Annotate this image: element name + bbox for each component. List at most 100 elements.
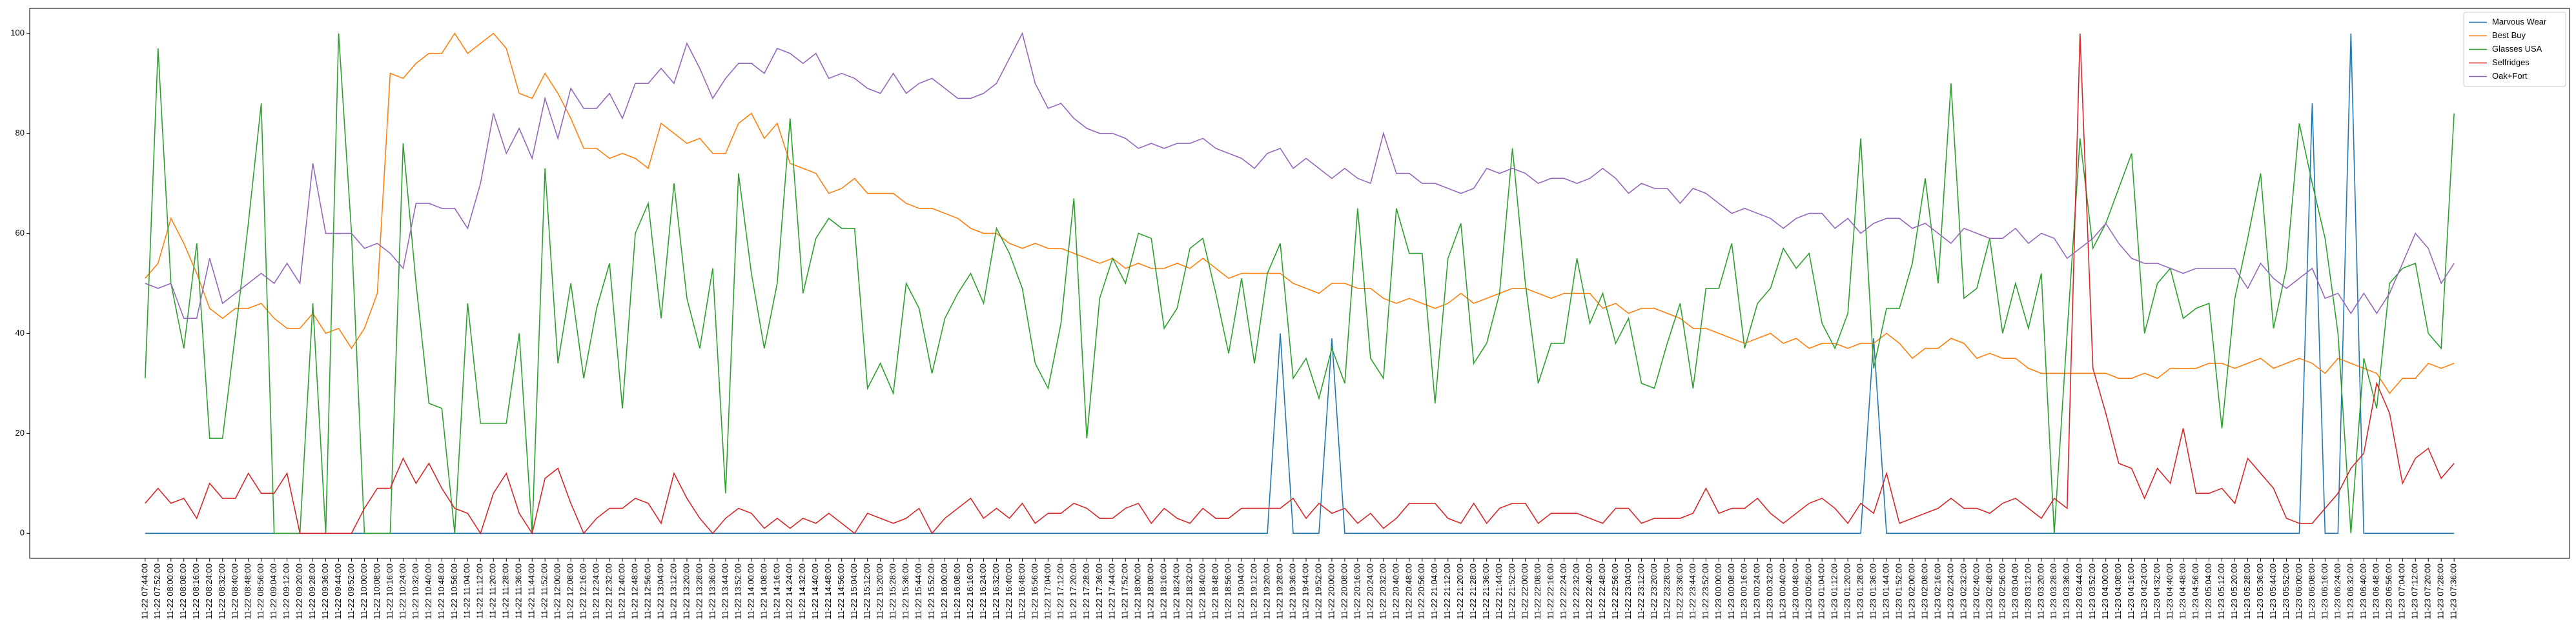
x-tick-label: 11-23 02:24:00 <box>1945 563 1955 620</box>
x-tick-label: 11-23 02:40:00 <box>1971 563 1981 620</box>
x-tick-label: 11-22 16:24:00 <box>978 563 988 620</box>
x-tick-label: 11-23 07:12:00 <box>2410 563 2420 620</box>
x-tick-label: 11-23 04:56:00 <box>2191 563 2200 620</box>
x-tick-label: 11-23 03:44:00 <box>2074 563 2084 620</box>
x-tick-label: 11-23 05:52:00 <box>2281 563 2291 620</box>
x-tick-label: 11-22 10:24:00 <box>398 563 407 620</box>
x-tick-label: 11-22 23:44:00 <box>1688 563 1697 620</box>
x-tick-label: 11-22 09:36:00 <box>320 563 330 620</box>
x-tick-label: 11-22 10:48:00 <box>436 563 446 620</box>
x-tick-label: 11-23 02:56:00 <box>1997 563 2007 620</box>
x-tick-label: 11-23 03:20:00 <box>2036 563 2045 620</box>
series-line <box>145 33 2455 534</box>
x-tick-label: 11-22 10:08:00 <box>372 563 382 620</box>
x-tick-label: 11-22 13:44:00 <box>720 563 730 620</box>
x-tick-label: 11-23 06:32:00 <box>2346 563 2355 620</box>
x-tick-label: 11-22 09:12:00 <box>281 563 291 620</box>
x-tick-label: 11-22 23:12:00 <box>1636 563 1646 620</box>
x-tick-label: 11-23 01:12:00 <box>1830 563 1839 620</box>
x-tick-label: 11-23 05:28:00 <box>2242 563 2252 620</box>
x-tick-label: 11-22 14:16:00 <box>772 563 781 620</box>
x-tick-label: 11-22 10:56:00 <box>449 563 459 620</box>
x-tick-label: 11-23 02:32:00 <box>1958 563 1968 620</box>
x-tick-label: 11-22 14:40:00 <box>810 563 820 620</box>
x-tick-label: 11-23 02:08:00 <box>1919 563 1929 620</box>
x-tick-label: 11-22 21:52:00 <box>1507 563 1517 620</box>
y-tick-label: 100 <box>10 28 25 37</box>
series-line <box>145 33 2455 535</box>
x-tick-label: 11-22 12:56:00 <box>642 563 652 620</box>
x-tick-label: 11-23 02:48:00 <box>1984 563 1994 620</box>
legend: Marvous Wear Best Buy Glasses USA Selfridge… <box>2463 12 2566 87</box>
x-tick-label: 11-22 07:44:00 <box>139 563 149 620</box>
x-tick-label: 11-22 23:52:00 <box>1701 563 1710 620</box>
x-tick-label: 11-22 22:32:00 <box>1571 563 1581 620</box>
x-tick-label: 11-22 15:44:00 <box>914 563 923 620</box>
y-tick-label: 20 <box>15 428 25 438</box>
x-tick-label: 11-22 08:32:00 <box>217 563 227 620</box>
x-tick-label: 11-22 17:04:00 <box>1043 563 1052 620</box>
x-tick-label: 11-22 14:24:00 <box>784 563 794 620</box>
x-tick-label: 11-22 08:40:00 <box>230 563 240 620</box>
x-tick-label: 11-22 08:00:00 <box>165 563 175 620</box>
x-tick-label: 11-22 18:08:00 <box>1146 563 1156 620</box>
x-tick-label: 11-22 10:40:00 <box>424 563 433 620</box>
x-tick-label: 11-22 17:20:00 <box>1068 563 1078 620</box>
x-tick-label: 11-22 12:24:00 <box>591 563 601 620</box>
x-tick-label: 11-22 19:20:00 <box>1262 563 1271 620</box>
x-tick-label: 11-22 09:44:00 <box>333 563 343 620</box>
x-tick-label: 11-23 02:00:00 <box>1906 563 1916 620</box>
x-tick-label: 11-23 04:32:00 <box>2152 563 2162 620</box>
x-tick-label: 11-22 23:04:00 <box>1623 563 1633 620</box>
x-tick-label: 11-22 15:28:00 <box>888 563 897 620</box>
x-tick-label: 11-22 21:20:00 <box>1455 563 1465 620</box>
x-tick-label: 11-23 03:12:00 <box>2023 563 2032 620</box>
x-tick-label: 11-22 22:24:00 <box>1559 563 1568 620</box>
x-tick-label: 11-22 14:08:00 <box>759 563 768 620</box>
x-tick-label: 11-22 09:52:00 <box>346 563 356 620</box>
x-tick-label: 11-23 01:20:00 <box>1843 563 1852 620</box>
x-tick-label: 11-23 04:16:00 <box>2126 563 2136 620</box>
x-tick-label: 11-22 20:08:00 <box>1339 563 1349 620</box>
x-tick-label: 11-22 08:24:00 <box>204 563 214 620</box>
x-tick-label: 11-23 00:24:00 <box>1752 563 1762 620</box>
x-tick-label: 11-22 20:16:00 <box>1352 563 1362 620</box>
x-tick-label: 11-22 10:32:00 <box>411 563 420 620</box>
x-tick-label: 11-22 09:28:00 <box>307 563 317 620</box>
x-tick-label: 11-22 16:40:00 <box>1004 563 1014 620</box>
x-tick-label: 11-23 05:20:00 <box>2229 563 2239 620</box>
x-tick-label: 11-22 16:56:00 <box>1030 563 1039 620</box>
legend-label: Marvous Wear <box>2492 17 2547 26</box>
x-tick-label: 11-22 16:00:00 <box>939 563 949 620</box>
x-tick-label: 11-22 21:28:00 <box>1468 563 1478 620</box>
x-tick-label: 11-22 23:28:00 <box>1662 563 1671 620</box>
x-tick-label: 11-22 13:12:00 <box>668 563 678 620</box>
x-tick-label: 11-22 16:48:00 <box>1017 563 1027 620</box>
x-tick-label: 11-22 22:48:00 <box>1597 563 1607 620</box>
x-tick-label: 11-22 18:32:00 <box>1185 563 1194 620</box>
x-tick-label: 11-22 12:32:00 <box>604 563 614 620</box>
x-tick-label: 11-22 18:48:00 <box>1211 563 1220 620</box>
x-tick-label: 11-23 06:00:00 <box>2294 563 2304 620</box>
x-tick-label: 11-23 00:56:00 <box>1804 563 1814 620</box>
x-tick-label: 11-23 00:16:00 <box>1739 563 1749 620</box>
x-tick-label: 11-22 12:08:00 <box>566 563 575 620</box>
x-tick-label: 11-22 21:36:00 <box>1481 563 1491 620</box>
x-tick-label: 11-23 06:08:00 <box>2307 563 2316 620</box>
x-tick-label: 11-22 18:00:00 <box>1133 563 1143 620</box>
x-tick-label: 11-22 13:36:00 <box>707 563 717 620</box>
x-tick-label: 11-22 21:04:00 <box>1429 563 1439 620</box>
x-tick-label: 11-22 20:24:00 <box>1365 563 1375 620</box>
x-tick-label: 11-22 17:36:00 <box>1094 563 1104 620</box>
series-line <box>145 32 2455 394</box>
x-tick-label: 11-23 00:40:00 <box>1778 563 1788 620</box>
x-tick-label: 11-22 11:52:00 <box>540 563 549 619</box>
x-tick-label: 11-22 13:04:00 <box>655 563 665 620</box>
x-tick-label: 11-23 07:20:00 <box>2423 563 2433 620</box>
x-tick-label: 11-22 14:56:00 <box>836 563 846 620</box>
x-tick-label: 11-22 09:20:00 <box>294 563 304 620</box>
x-tick-label: 11-23 06:56:00 <box>2384 563 2394 620</box>
x-tick-label: 11-23 00:48:00 <box>1791 563 1801 620</box>
x-tick-label: 11-22 18:16:00 <box>1159 563 1169 620</box>
